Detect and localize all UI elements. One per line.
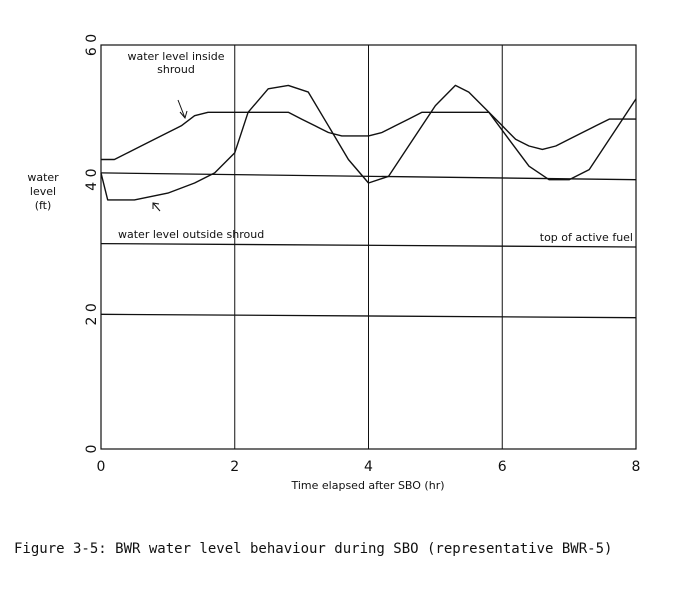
y-tick-label: 4 0: [84, 169, 100, 191]
x-tick-label: 4: [364, 459, 373, 475]
x-tick-label: 8: [632, 459, 641, 475]
y-tick-label: 6 0: [84, 34, 100, 56]
ylabel-line-1: water: [27, 171, 59, 184]
reference-line-4: [100, 313, 637, 319]
series-lines: [100, 84, 637, 201]
ylabel-line-2: level: [30, 185, 56, 198]
x-axis-label: Time elapsed after SBO (hr): [290, 479, 444, 492]
water-level-outside-shroud-line: [100, 84, 637, 201]
x-tick-label: 2: [230, 459, 239, 475]
annotation-inside-line2: shroud: [157, 63, 195, 76]
gridlines: [234, 45, 503, 449]
annotation-inside-line1: water level inside: [127, 50, 224, 63]
annotation-fuel: top of active fuel: [540, 231, 633, 244]
y-tick-label: 2 0: [84, 303, 100, 325]
arrow-outside-annotation: [152, 202, 161, 212]
y-tick-labels: 0 2 0 4 0 6 0: [84, 34, 100, 454]
ylabel-line-3: (ft): [35, 199, 52, 212]
water-level-inside-shroud-line: [101, 111, 636, 161]
top-of-active-fuel-line: [100, 242, 637, 248]
y-tick-label: 0: [84, 445, 100, 454]
x-tick-label: 0: [97, 459, 106, 475]
arrow-inside-annotation: [177, 99, 188, 120]
water-level-chart: 0 2 4 6 8 0 2 0 4 0 6 0 water level (ft) Time e…: [27, 34, 641, 492]
x-tick-labels: 0 2 4 6 8: [97, 459, 641, 475]
figure-caption: Figure 3-5: BWR water level behaviour du…: [14, 541, 613, 557]
annotation-outside: water level outside shroud: [118, 228, 264, 241]
x-tick-label: 6: [498, 459, 507, 475]
